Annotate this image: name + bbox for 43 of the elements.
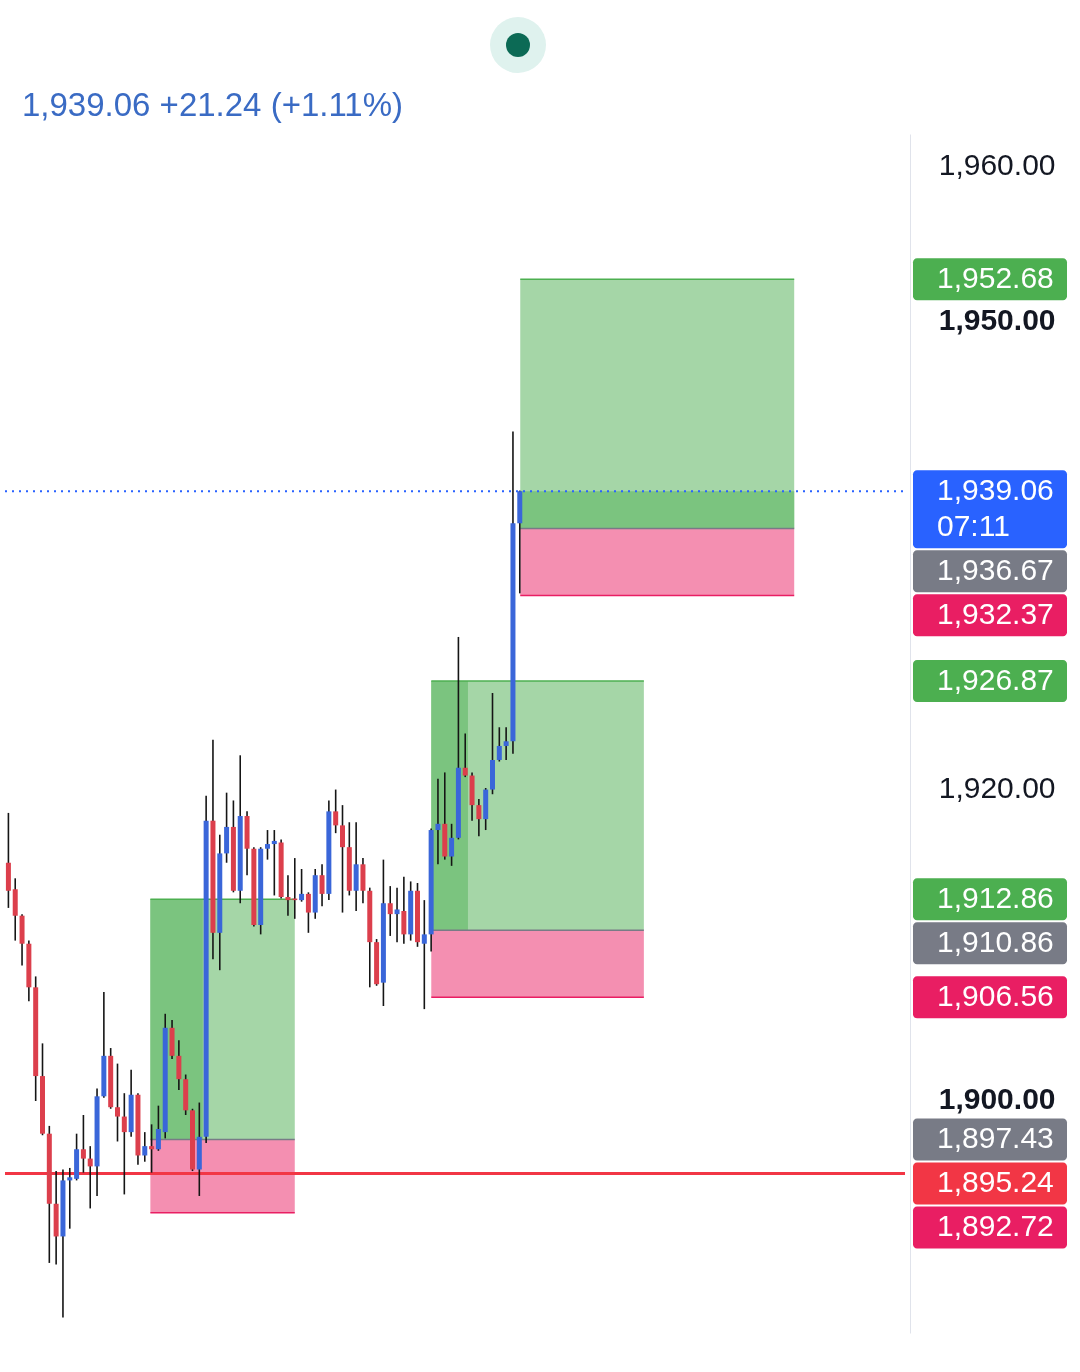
candlestick (476, 798, 482, 838)
candlestick (285, 874, 291, 917)
text: 1,912.86 (937, 881, 1054, 915)
text: 1,936.67 (937, 553, 1054, 587)
text: 1,906.56 (937, 979, 1054, 1013)
y-tick-label: 1,950.00 (938, 303, 1056, 337)
text: 1,897.43 (937, 1121, 1054, 1155)
candlestick (271, 829, 277, 897)
candlestick (67, 1167, 73, 1230)
candlestick (319, 863, 325, 908)
candlestick (142, 1131, 148, 1163)
candlestick (435, 777, 441, 866)
candlestick (299, 868, 305, 903)
text: 1,932.37 (937, 597, 1054, 631)
text: 1,892.72 (937, 1209, 1054, 1243)
candlestick (333, 788, 339, 834)
candlestick (449, 823, 455, 867)
candlestick (394, 886, 400, 943)
candlestick (387, 885, 393, 937)
text: 1,910.86 (937, 925, 1054, 959)
candlestick (265, 829, 270, 861)
y-tick-label: 1,960.00 (938, 147, 1056, 181)
ref-line-label: 1,895.24 (937, 1165, 1054, 1199)
candlestick (176, 1039, 182, 1091)
ref-line-label: 1,939.06 07:11 (937, 473, 1054, 543)
candlestick (121, 1092, 127, 1196)
candlestick (155, 1104, 161, 1152)
candlestick (115, 1062, 120, 1143)
candlestick (80, 1114, 86, 1174)
candlestick (305, 891, 311, 934)
candlestick (401, 875, 407, 945)
candlestick (496, 726, 502, 763)
candlestick (503, 726, 509, 761)
candlestick (87, 1145, 93, 1210)
candlestick (462, 732, 468, 778)
text: 1,926.87 (937, 663, 1054, 697)
candlestick (149, 1123, 155, 1174)
y-tick-label: 1,920.00 (938, 770, 1056, 804)
chart-subtitle: 1,939.06 +21.24 (+1.11%) (22, 86, 404, 123)
candlestick (421, 899, 427, 1010)
candlestick (340, 804, 345, 914)
text: 1,952.68 (937, 261, 1054, 295)
y-tick-label: 1,900.00 (938, 1081, 1056, 1115)
